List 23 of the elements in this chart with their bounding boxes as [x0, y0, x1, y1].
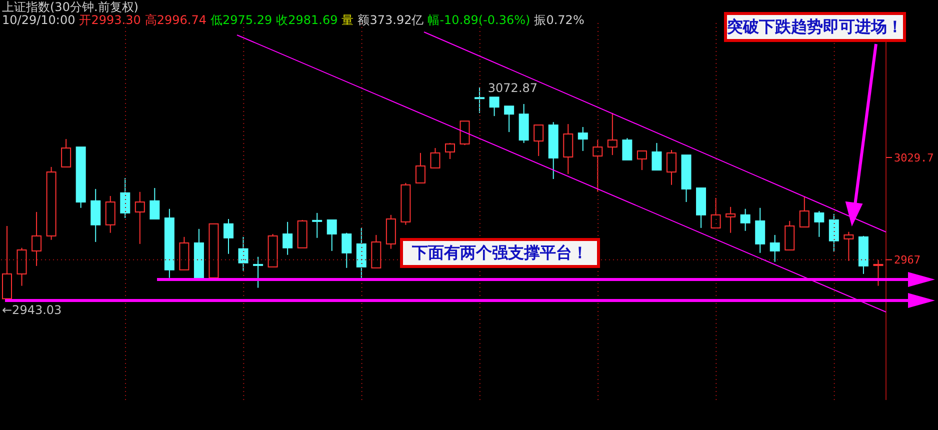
candlestick — [578, 126, 588, 152]
candlestick — [770, 234, 780, 262]
candlestick — [32, 211, 42, 266]
annotation: 3072.87 — [488, 81, 538, 96]
candlestick — [563, 124, 574, 174]
candlestick — [755, 207, 766, 254]
y-tick-label: 3029.7 — [894, 151, 934, 164]
candlestick — [356, 227, 366, 278]
chart-title: 上证指数(30分钟.前复权) — [2, 0, 138, 14]
annotation: 突破下跌趋势即可进场！ — [724, 12, 906, 42]
candlestick — [607, 112, 618, 156]
y-tick-label: 2967 — [894, 254, 920, 267]
candlestick — [105, 195, 116, 234]
candlestick — [740, 208, 750, 232]
candlestick — [282, 221, 293, 256]
candlestick — [224, 218, 234, 254]
annotation: ←2943.03 — [2, 302, 62, 317]
text: 10/29/10:00 开2993.30 高2996.74 低2975.29 收2981.69 量 额373.92亿 幅-10.89(-0.36%) 振0.72% — [2, 13, 584, 27]
annotation: 下面有两个强支撑平台！ — [400, 238, 600, 268]
candlestick — [134, 191, 145, 244]
candlestick — [164, 208, 174, 278]
candlestick — [90, 188, 101, 242]
candlestick — [726, 206, 736, 234]
